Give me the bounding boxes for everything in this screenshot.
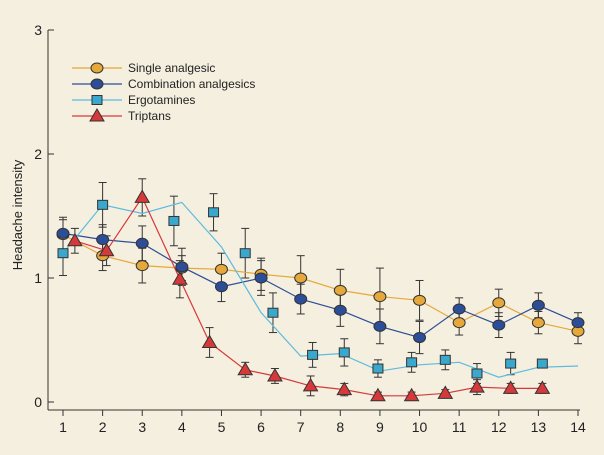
data-point-triangle [98,242,115,257]
data-point-triangle [171,271,188,285]
data-point-circle [254,272,268,284]
data-point-circle [135,237,149,249]
data-point-square [536,358,548,369]
x-tick-label: 13 [531,419,547,435]
legend-label: Single analgesic [128,61,215,75]
y-tick-label: 3 [34,22,42,38]
series-line-0 [62,234,579,332]
legend: Single analgesic Combination analgesics Er… [72,61,255,123]
data-point-circle [214,281,228,293]
data-point-circle [492,297,506,309]
data-point-triangle [437,385,454,399]
series-lines [62,196,579,397]
data-point-square [208,207,220,218]
x-tick-label: 14 [570,419,586,435]
legend-label: Triptans [128,109,171,123]
data-point-circle [413,294,427,306]
data-point-circle [294,293,308,305]
data-point-triangle [237,361,254,376]
data-point-circle [96,234,110,246]
series-line-1 [62,232,579,339]
data-point-square [97,199,109,210]
data-point-circle [492,319,506,331]
data-point-circle [333,304,347,316]
data-point-square [239,248,251,259]
data-point-square [338,347,350,358]
x-tick-label: 5 [218,419,226,435]
x-tick-label: 11 [452,419,467,435]
data-point-circle [294,272,308,284]
data-point-square [91,95,103,105]
data-point-square [505,358,517,369]
legend-label: Combination analgesics [128,77,255,91]
data-point-triangle [469,379,485,393]
data-point-circle [175,261,189,273]
data-point-square [372,363,384,374]
y-tick-label: 0 [34,394,42,410]
data-point-circle [373,291,387,303]
series-line-3 [74,196,543,397]
data-point-triangle [370,387,386,402]
data-point-square [57,248,69,259]
x-tick-label: 1 [59,419,67,435]
data-point-triangle [403,387,420,402]
data-point-circle [135,260,149,272]
data-point-circle [214,263,228,275]
data-point-circle [333,284,347,296]
data-point-triangle [502,380,519,394]
data-point-circle [452,303,466,315]
x-tick-label: 6 [257,419,265,435]
data-point-circle [571,317,585,329]
data-point-triangle [67,232,83,247]
x-tick-label: 9 [376,419,384,435]
data-point-circle [531,299,545,311]
data-point-triangle [134,189,151,203]
data-point-triangle [302,377,319,392]
x-tick-label: 4 [178,419,186,435]
data-point-triangle [534,380,551,394]
legend-label: Ergotamines [128,93,195,107]
data-point-square [267,307,279,318]
x-tick-label: 8 [336,419,344,435]
data-point-circle [373,320,387,332]
y-axis-label: Headache intensity [10,159,25,270]
x-tick-label: 12 [491,419,507,435]
x-tick-label: 7 [297,419,305,435]
x-tick-label: 10 [412,419,428,435]
x-tick-label: 2 [99,419,107,435]
data-point-square [439,354,451,365]
series-markers [56,189,585,402]
data-point-square [307,349,319,360]
data-point-triangle [267,367,283,382]
data-point-circle [531,317,545,329]
data-point-square [168,215,180,226]
series-line-2 [62,201,579,378]
data-point-circle [56,227,70,239]
y-tick-label: 1 [34,270,42,286]
data-point-circle [90,78,104,90]
data-point-square [406,357,418,368]
data-point-triangle [336,381,353,396]
data-point-triangle [201,334,218,348]
y-tick-label: 2 [34,146,42,162]
data-point-circle [90,62,104,74]
x-tick-label: 3 [138,419,146,435]
data-point-triangle [89,108,105,122]
data-point-circle [413,332,427,344]
data-point-square [471,368,483,379]
data-point-circle [452,317,466,329]
